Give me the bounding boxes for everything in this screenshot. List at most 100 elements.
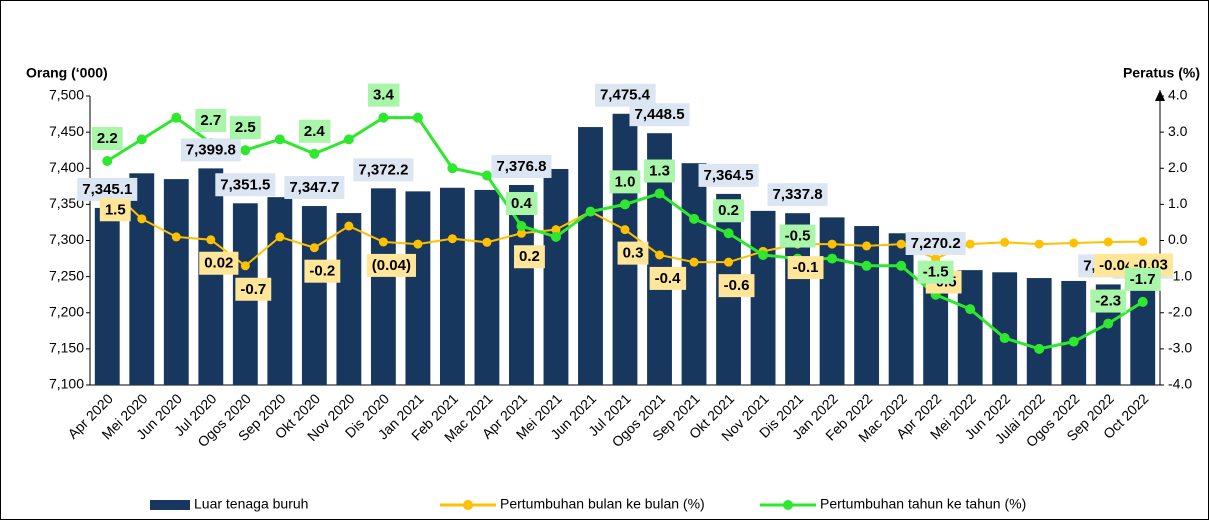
data-label-text: 7,399.8	[186, 141, 236, 158]
data-label: 2.4	[298, 119, 331, 143]
data-label: 2.2	[91, 126, 123, 150]
label-box	[514, 245, 545, 269]
data-label-text: -0.6	[724, 277, 750, 294]
data-label: 2.5	[229, 116, 261, 140]
bar	[370, 188, 396, 385]
line-marker	[1034, 343, 1045, 354]
label-box	[1090, 289, 1127, 313]
data-label: 7,347.7	[284, 176, 345, 200]
data-label: 7,345.1	[77, 177, 138, 201]
data-label: 7,448.5	[629, 103, 690, 127]
line-marker	[585, 206, 596, 217]
y2-tick-label: -4.0	[1168, 376, 1192, 392]
data-label: 7,337.8	[767, 183, 828, 207]
data-label-text: -0.2	[309, 263, 335, 280]
line-marker	[654, 188, 665, 199]
legend-swatch	[463, 500, 473, 510]
bar	[163, 179, 189, 385]
data-label: 0.4	[506, 192, 538, 216]
label-box	[235, 277, 272, 301]
line-marker	[482, 237, 492, 247]
label-box	[180, 138, 241, 162]
y2-tick-label: -1.0	[1168, 267, 1192, 283]
label-box	[199, 251, 239, 275]
label-box	[649, 266, 687, 290]
data-label-text: 7,270.2	[911, 235, 961, 252]
line-marker	[1138, 237, 1148, 247]
labels: 7,345.1 7,399.8 7,351.5 7,347.7 7,372.2 7,376…	[77, 83, 1173, 313]
label-box	[767, 183, 828, 207]
data-label: 0.2	[713, 199, 744, 223]
y-tick-label: 7,450	[49, 123, 84, 139]
line-marker	[689, 213, 700, 224]
bar	[957, 270, 983, 385]
data-label-text: 0.02	[204, 255, 233, 272]
y2-tick-label: -3.0	[1168, 340, 1192, 356]
label-box	[298, 119, 331, 143]
line-marker	[827, 253, 838, 264]
data-label: 7,475.4	[594, 83, 656, 107]
line-marker	[689, 257, 699, 267]
data-label-text: 7,364.5	[704, 167, 754, 184]
line-marker	[309, 243, 319, 253]
data-label-text: 7,345.1	[82, 181, 132, 198]
bar	[750, 210, 776, 385]
line-marker	[102, 156, 113, 167]
bar	[474, 189, 500, 385]
data-label: 1.3	[644, 159, 675, 183]
data-label-text: 2.5	[235, 119, 256, 136]
data-label-text: 7,372.2	[358, 161, 408, 178]
label-box	[779, 224, 816, 248]
bar	[888, 233, 914, 385]
data-label: -0.2	[304, 259, 341, 283]
label-box	[609, 170, 641, 194]
line-marker	[413, 239, 423, 249]
data-label: 7,376.8	[491, 154, 552, 178]
data-label-text: 0.3	[623, 245, 644, 262]
y2-tick-label: 3.0	[1168, 123, 1188, 139]
line-marker	[481, 170, 492, 181]
data-label-text: 7,475.4	[600, 87, 651, 104]
label-box	[718, 274, 755, 298]
label-box	[77, 177, 138, 201]
y2-tick-label: -2.0	[1168, 303, 1192, 319]
data-label: -2.3	[1090, 289, 1127, 313]
line-marker	[999, 333, 1010, 344]
label-box	[304, 259, 341, 283]
label-box	[366, 253, 416, 277]
line-marker	[1103, 318, 1114, 329]
label-box	[215, 173, 276, 197]
data-label-text: 3.4	[373, 87, 395, 104]
data-label: 7,351.5	[215, 173, 276, 197]
line-marker	[516, 228, 526, 238]
line-marker	[620, 199, 630, 210]
y-tick-label: 7,100	[49, 376, 84, 392]
line-marker	[447, 234, 457, 244]
label-box	[99, 198, 131, 222]
data-label: 0.02	[199, 251, 239, 275]
label-box	[491, 154, 552, 178]
y2-axis-label: Peratus (%)	[1123, 65, 1200, 81]
data-label: 7,372.2	[353, 158, 414, 182]
y2-tick-label: 2.0	[1168, 159, 1188, 175]
line-marker	[862, 241, 872, 251]
data-label-text: 2.7	[200, 112, 221, 129]
data-label: 0.3	[617, 241, 649, 265]
line-marker	[343, 134, 354, 145]
label-box	[644, 159, 675, 183]
line-marker	[274, 134, 285, 145]
bar	[267, 197, 293, 385]
line-marker	[550, 231, 561, 242]
data-label: 2.7	[195, 108, 227, 132]
data-label: 7,270.2	[905, 231, 966, 255]
data-label-text: 0.4	[511, 195, 533, 212]
line-marker	[896, 260, 907, 271]
data-label: 7,364.5	[698, 163, 759, 187]
y-tick-label: 7,150	[49, 340, 84, 356]
data-label: 1.0	[609, 170, 641, 194]
label-box	[91, 126, 123, 150]
label-box	[353, 158, 414, 182]
line-marker	[723, 228, 734, 239]
line-marker	[447, 163, 458, 174]
label-box	[698, 163, 759, 187]
